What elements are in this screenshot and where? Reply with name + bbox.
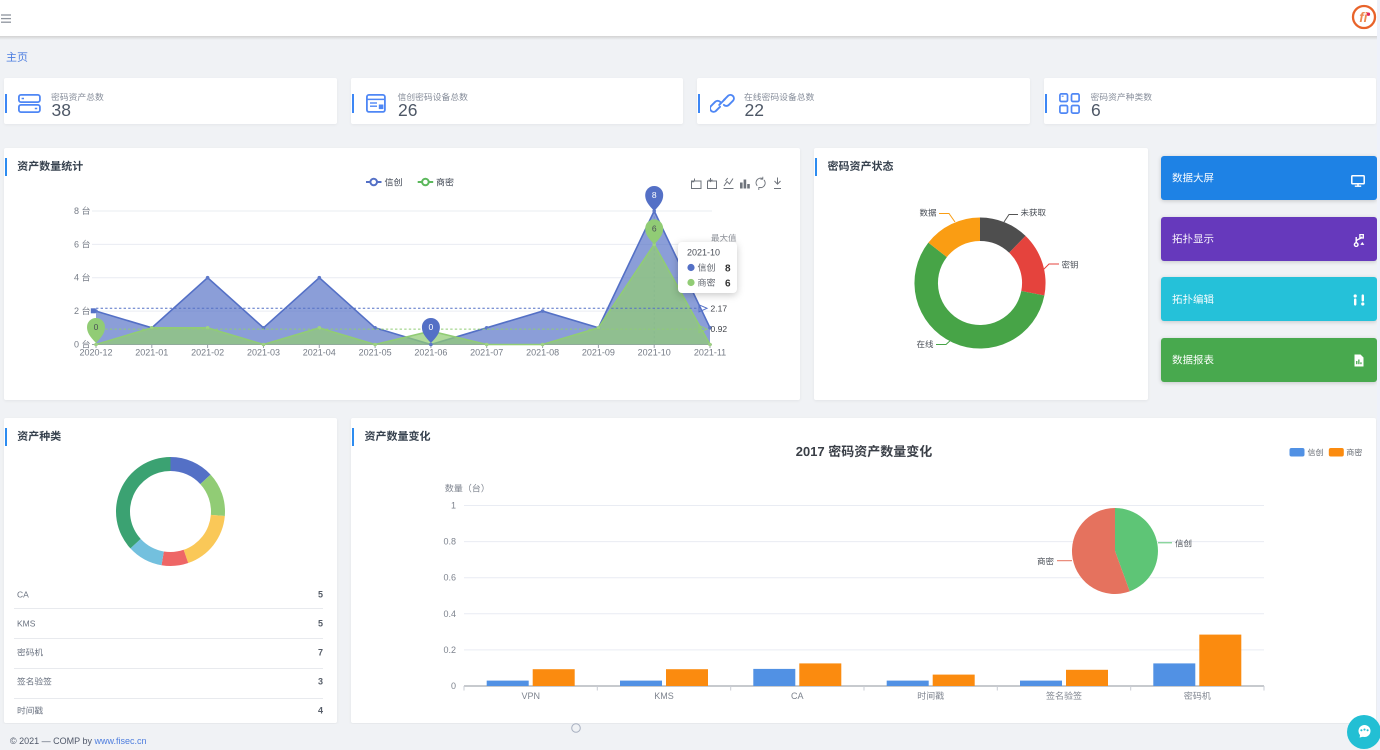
svg-text:0.4: 0.4 — [443, 609, 456, 619]
svg-text:2021-09: 2021-09 — [582, 348, 615, 358]
svg-text:6: 6 — [652, 223, 657, 233]
svg-text:fi: fi — [1359, 10, 1367, 25]
svg-text:2: 2 — [74, 306, 79, 316]
svg-text:6: 6 — [725, 278, 731, 289]
svg-text:2021-06: 2021-06 — [414, 348, 447, 358]
svg-text:0: 0 — [429, 322, 434, 332]
svg-text:8: 8 — [652, 190, 657, 200]
svg-text:8: 8 — [725, 263, 731, 274]
svg-text:2021-10: 2021-10 — [687, 248, 720, 258]
svg-text:0.8: 0.8 — [443, 537, 456, 547]
svg-text:4: 4 — [74, 273, 79, 283]
svg-text:2021-08: 2021-08 — [526, 348, 559, 358]
svg-text:6: 6 — [74, 239, 79, 249]
svg-text:2021-11: 2021-11 — [694, 348, 726, 358]
svg-text:2021-04: 2021-04 — [303, 348, 336, 358]
svg-text:0.92: 0.92 — [711, 324, 728, 334]
svg-text:2021-05: 2021-05 — [359, 348, 392, 358]
svg-text:2021-03: 2021-03 — [247, 348, 280, 358]
svg-text:VPN: VPN — [521, 691, 540, 701]
svg-text:0.2: 0.2 — [443, 645, 456, 655]
svg-text:8: 8 — [74, 206, 79, 216]
svg-text:2021-01: 2021-01 — [135, 348, 168, 358]
svg-text:2021-02: 2021-02 — [191, 348, 224, 358]
svg-text:CA: CA — [791, 691, 804, 701]
svg-text:0: 0 — [94, 322, 99, 332]
svg-text:0.6: 0.6 — [443, 573, 456, 583]
svg-text:2.17: 2.17 — [711, 303, 728, 313]
svg-text:KMS: KMS — [654, 691, 674, 701]
svg-text:2020-12: 2020-12 — [79, 348, 112, 358]
svg-text:1: 1 — [451, 501, 456, 511]
svg-text:0: 0 — [451, 681, 456, 691]
svg-text:2021-10: 2021-10 — [638, 348, 671, 358]
svg-text:2021-07: 2021-07 — [470, 348, 503, 358]
svg-text:0: 0 — [74, 340, 79, 350]
